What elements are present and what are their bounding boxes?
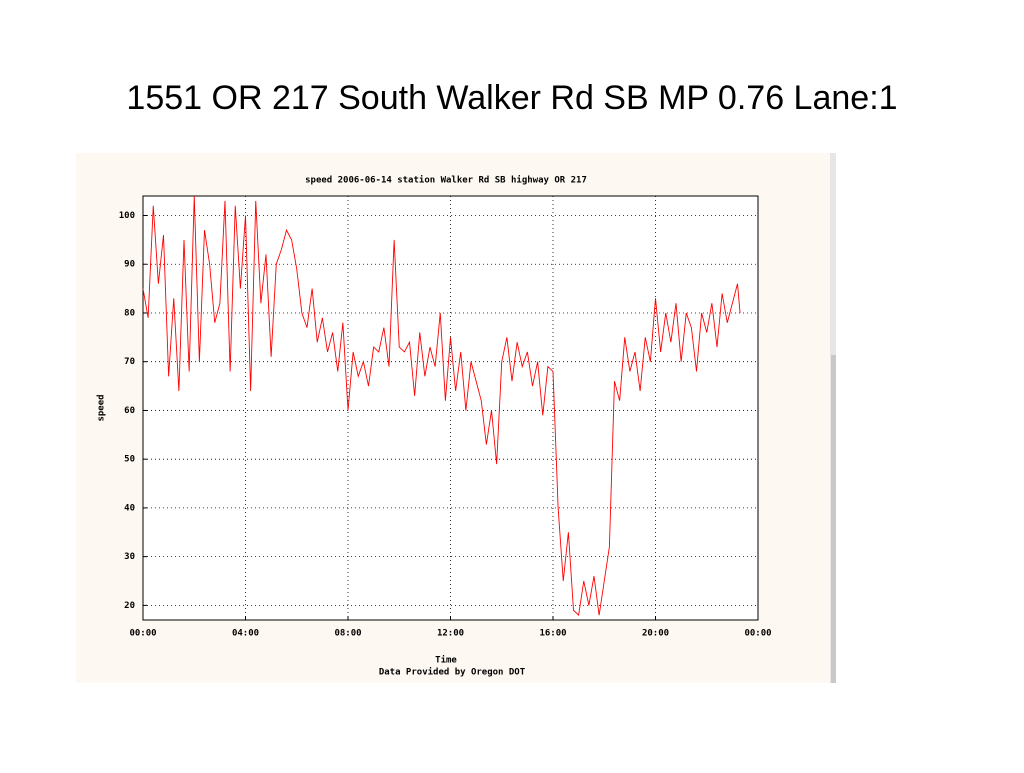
y-tick-label: 40	[124, 503, 135, 513]
y-tick-label: 50	[124, 455, 135, 465]
y-tick-label: 30	[124, 552, 135, 562]
scroll-thumb	[831, 355, 836, 683]
y-tick-label: 20	[124, 601, 135, 611]
x-tick-label: 20:00	[642, 629, 669, 639]
speed-line	[142, 195, 741, 617]
y-axis-label: speed	[97, 394, 107, 421]
y-tick-label: 80	[124, 308, 135, 318]
slide-title: 1551 OR 217 South Walker Rd SB MP 0.76 L…	[126, 79, 897, 117]
x-tick-label: 12:00	[437, 629, 464, 639]
source-note: Data Provided by Oregon DOT	[379, 667, 526, 678]
x-tick-label: 08:00	[334, 629, 361, 639]
x-axis-label: Time	[435, 655, 457, 666]
y-tick-label: 100	[119, 211, 135, 221]
x-tick-label: 16:00	[539, 629, 566, 639]
x-tick-label: 00:00	[129, 629, 156, 639]
x-tick-label: 04:00	[232, 629, 259, 639]
y-tick-label: 90	[124, 260, 135, 270]
chart-title: speed 2006-06-14 station Walker Rd SB hi…	[305, 175, 587, 186]
y-tick-label: 60	[124, 406, 135, 416]
x-tick-label: 00:00	[744, 629, 771, 639]
y-tick-label: 70	[124, 357, 135, 367]
